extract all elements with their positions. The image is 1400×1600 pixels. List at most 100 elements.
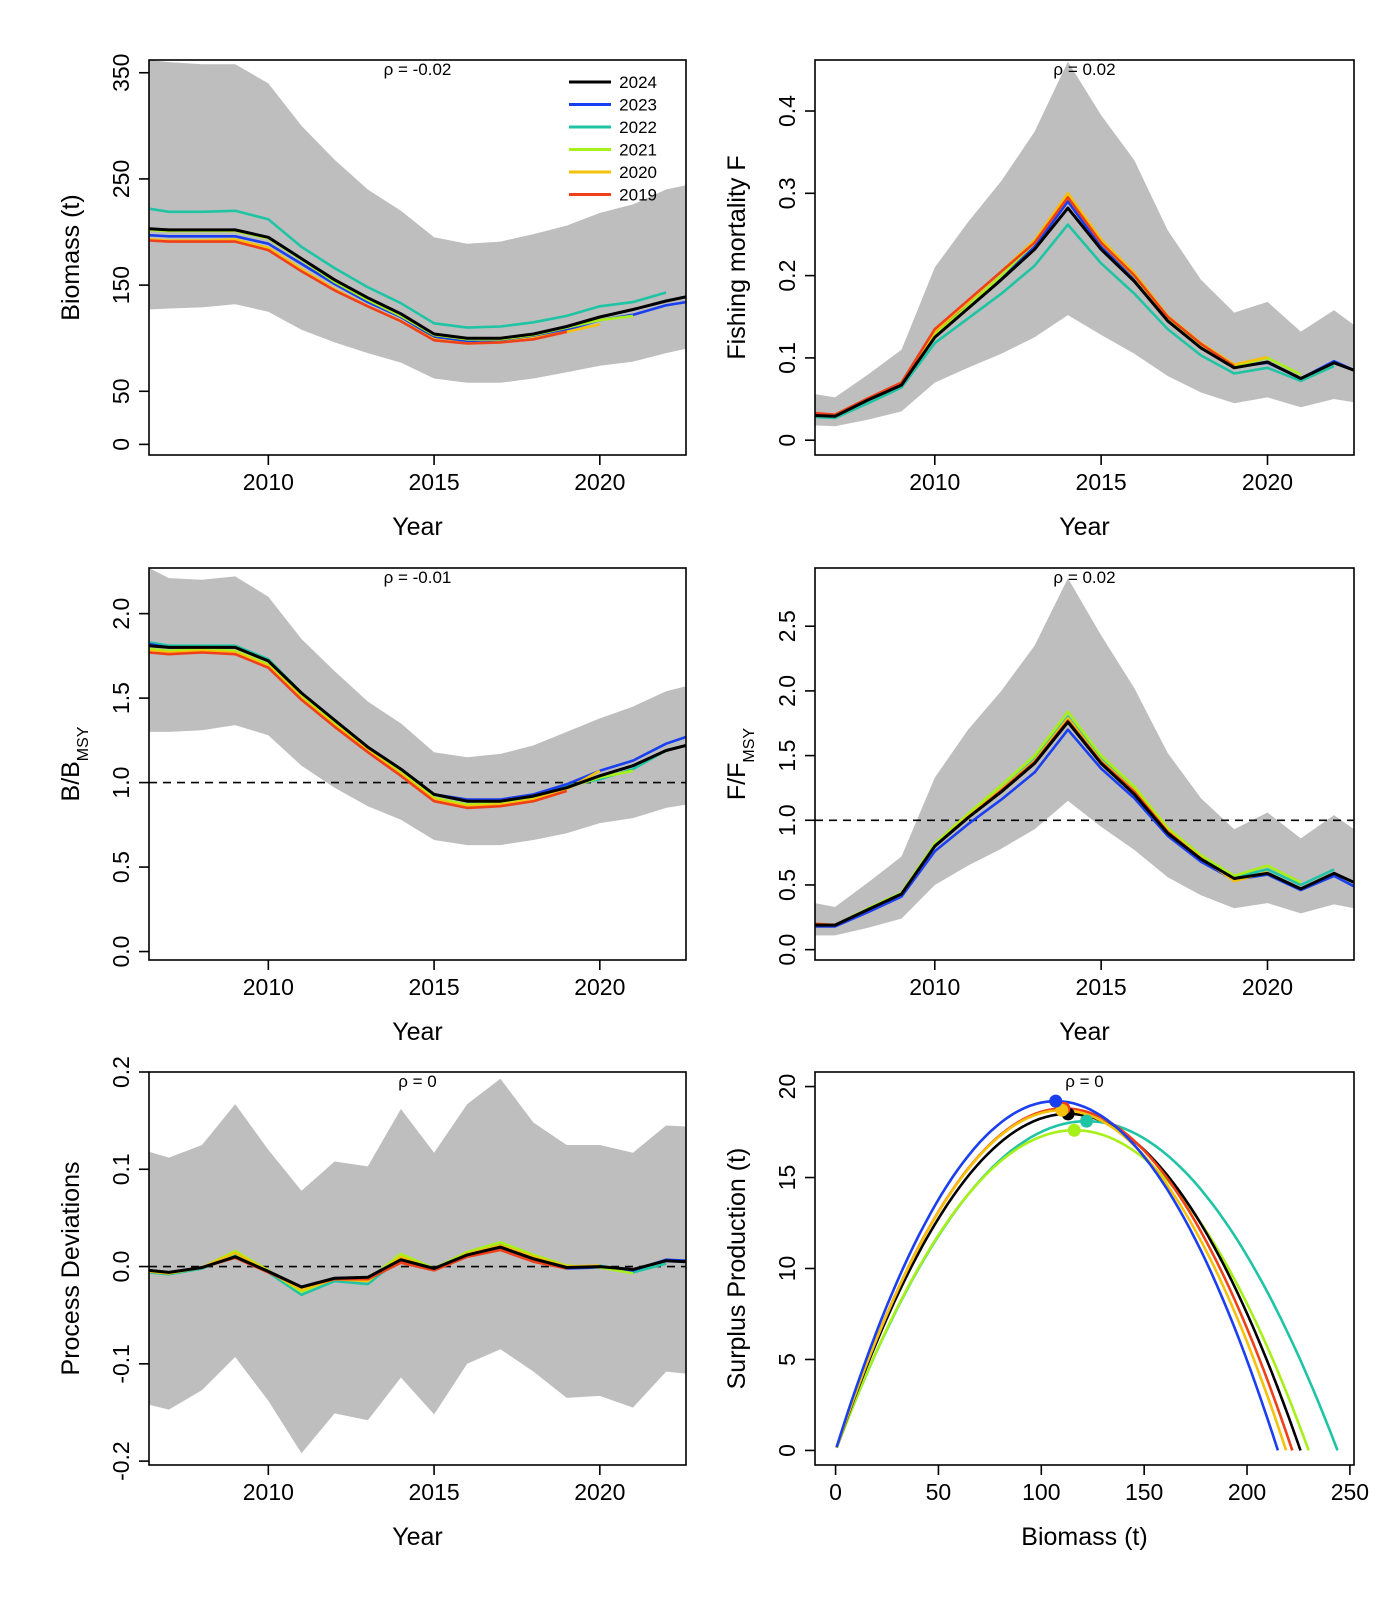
- y-tick-label: 0: [108, 438, 134, 451]
- y-tick-label: 0.4: [774, 95, 800, 127]
- x-tick-label: 2020: [574, 974, 625, 1000]
- x-tick-label: 2015: [408, 469, 459, 495]
- x-tick-label: 2015: [408, 1479, 459, 1505]
- series-line-2022: [815, 223, 1335, 420]
- y-tick-label: 0.1: [108, 1153, 134, 1185]
- series-line-2024: [149, 644, 686, 803]
- msy-point-2021: [1067, 1123, 1081, 1137]
- x-tick-label: 250: [1331, 1479, 1369, 1505]
- msy-point-2020: [1055, 1103, 1069, 1117]
- y-tick-label: 0.5: [108, 851, 134, 883]
- legend-label-2021: 2021: [619, 141, 657, 160]
- chart-procdev: 2010 2015 2020 -0.2 -0.1 0.0 0.1 0.2 Year Process…: [57, 1056, 687, 1551]
- plot-frame: [148, 567, 687, 961]
- legend: 2024 2023 2022 2021 2020 2019: [569, 73, 657, 205]
- x-tick-label: 2010: [243, 469, 294, 495]
- y-tick-label: 0.2: [774, 260, 800, 292]
- y-tick-label: -0.1: [108, 1344, 134, 1384]
- x-tick-label: 2010: [909, 974, 960, 1000]
- plot-frame: [814, 567, 1355, 961]
- x-axis: 2010 2015 2020: [909, 960, 1293, 1000]
- y-axis-label: Process Deviations: [57, 1162, 85, 1376]
- x-tick-label: 2020: [574, 469, 625, 495]
- msy-point-2022: [1080, 1114, 1094, 1128]
- chart-ffmsy: 2010 2015 2020 0.0 0.5 1.0 1.5 2.0 2.5 Year F/FMSY…: [723, 567, 1355, 1046]
- x-tick-label: 50: [926, 1479, 952, 1505]
- chart-bbmsy: 2010 2015 2020 0.0 0.5 1.0 1.5 2.0 Year B/BMSY ρ =…: [57, 567, 687, 1046]
- x-tick-label: 2010: [243, 1479, 294, 1505]
- y-tick-label: 50: [108, 378, 134, 404]
- y-tick-label: 1.0: [108, 767, 134, 799]
- x-tick-label: 0: [829, 1479, 842, 1505]
- x-axis-label: Year: [392, 513, 443, 541]
- y-tick-label: 0.1: [774, 342, 800, 374]
- plot-area: [149, 1078, 686, 1454]
- x-axis: 2010 2015 2020: [243, 455, 625, 495]
- y-axis-label-subscript: MSY: [75, 726, 92, 761]
- plot-area: [815, 578, 1354, 936]
- plot-frame: [814, 59, 1355, 456]
- y-tick-label: 150: [108, 266, 134, 304]
- series-line-2022: [149, 207, 667, 329]
- y-tick-label: 0.5: [774, 869, 800, 901]
- y-tick-label: 0.3: [774, 177, 800, 209]
- series-line-2019: [815, 196, 1235, 416]
- y-axis-label: Fishing mortality F: [723, 155, 751, 359]
- rho-annotation: ρ = 0.02: [1053, 60, 1115, 79]
- chart-biomass: 2010 2015 2020 0 50 150 250 350 Year Biomass (t) ρ…: [57, 54, 687, 541]
- y-axis: 0.0 0.5 1.0 1.5 2.0 2.5: [774, 610, 815, 966]
- y-tick-label: 0.2: [108, 1056, 134, 1088]
- confidence-band: [149, 60, 686, 383]
- y-axis: 0.0 0.5 1.0 1.5 2.0: [108, 598, 149, 968]
- y-axis-label: F/FMSY: [723, 728, 758, 801]
- x-axis: 2010 2015 2020: [909, 455, 1293, 495]
- rho-annotation: ρ = 0.02: [1053, 568, 1115, 587]
- legend-label-2019: 2019: [619, 186, 657, 205]
- x-tick-label: 200: [1228, 1479, 1266, 1505]
- series-line-2019: [149, 651, 568, 810]
- y-tick-label: 0.0: [108, 936, 134, 968]
- confidence-band: [149, 568, 686, 846]
- y-tick-label: 15: [774, 1165, 800, 1191]
- series-line-2024: [149, 227, 686, 340]
- production-curve-2024: [835, 1112, 1302, 1451]
- x-tick-label: 2020: [574, 1479, 625, 1505]
- y-tick-label: 350: [108, 54, 134, 92]
- x-tick-label: 150: [1125, 1479, 1163, 1505]
- y-tick-label: 10: [774, 1256, 800, 1282]
- rho-annotation: ρ = -0.02: [384, 60, 452, 79]
- series-line-2019: [149, 239, 567, 345]
- rho-annotation: ρ = -0.01: [384, 568, 452, 587]
- y-axis: 0 0.1 0.2 0.3 0.4: [774, 95, 815, 447]
- y-tick-label: 0: [774, 434, 800, 447]
- y-axis: -0.2 -0.1 0.0 0.1 0.2: [108, 1056, 149, 1481]
- x-axis-label: Year: [392, 1018, 443, 1046]
- x-axis: 2010 2015 2020: [243, 1465, 625, 1505]
- y-tick-label: 2.5: [774, 610, 800, 642]
- y-tick-label: 1.5: [774, 740, 800, 772]
- production-curve-2021: [835, 1128, 1310, 1451]
- y-tick-label: 2.0: [108, 598, 134, 630]
- x-tick-label: 2015: [1076, 469, 1127, 495]
- series-line-2020: [149, 649, 601, 808]
- x-axis-label: Year: [392, 1523, 443, 1551]
- chart-fmort: 2010 2015 2020 0 0.1 0.2 0.3 0.4 Year Fishing mor…: [723, 59, 1355, 541]
- y-axis-label: Surplus Production (t): [723, 1148, 751, 1390]
- y-tick-label: 0.0: [108, 1251, 134, 1283]
- x-tick-label: 2010: [909, 469, 960, 495]
- x-tick-label: 2015: [1076, 974, 1127, 1000]
- y-axis: 0 5 10 15 20: [774, 1074, 815, 1457]
- y-axis: 0 50 150 250 350: [108, 54, 149, 451]
- y-tick-label: 250: [108, 160, 134, 198]
- x-axis-label: Year: [1059, 513, 1110, 541]
- y-tick-label: 1.5: [108, 682, 134, 714]
- legend-label-2020: 2020: [619, 163, 657, 182]
- x-tick-label: 2020: [1242, 974, 1293, 1000]
- rho-annotation: ρ = 0: [398, 1072, 437, 1091]
- y-tick-label: -0.2: [108, 1441, 134, 1481]
- chart-surplus: 0 50 100 150 200 250 0 5 10 15 20 Biomass (t) Surplu…: [723, 1071, 1369, 1551]
- x-tick-label: 2015: [408, 974, 459, 1000]
- legend-label-2022: 2022: [619, 118, 657, 137]
- series-line-2024: [149, 1245, 686, 1289]
